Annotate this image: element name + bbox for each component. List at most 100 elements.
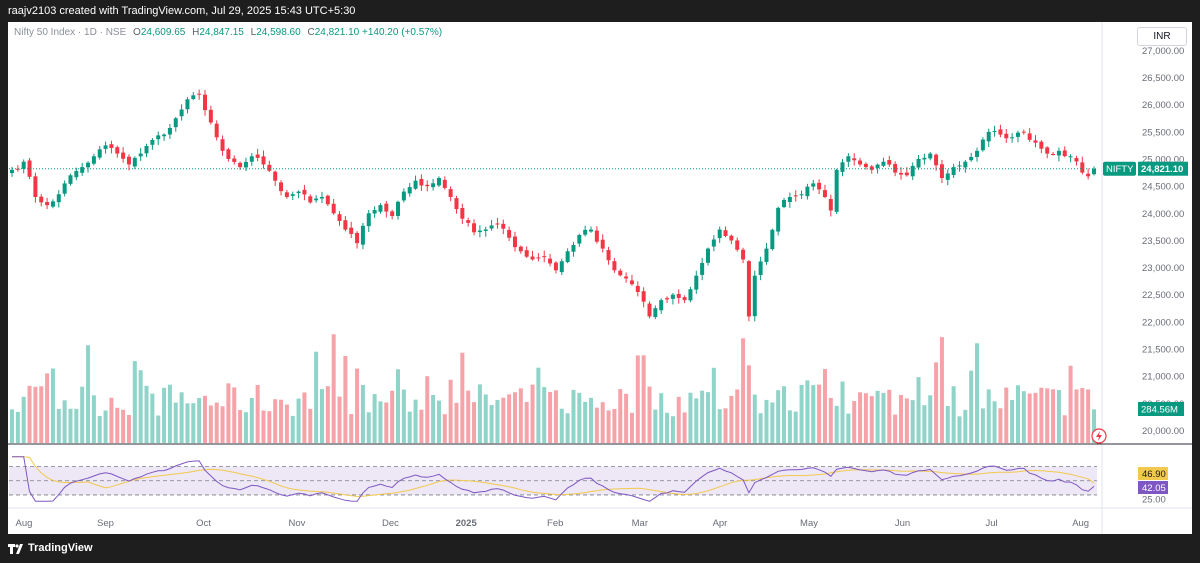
candle xyxy=(97,149,102,158)
candle xyxy=(735,240,740,250)
candle xyxy=(290,194,295,196)
volume-bar xyxy=(980,408,985,443)
volume-bar xyxy=(314,351,319,443)
candle xyxy=(489,225,494,229)
candle xyxy=(1062,150,1067,157)
volume-bar xyxy=(898,395,903,443)
candle xyxy=(360,225,365,245)
symbol-title[interactable]: Nifty 50 Index · 1D · NSE xyxy=(14,27,127,38)
candle xyxy=(776,207,781,232)
candle xyxy=(1051,154,1056,156)
currency-button[interactable]: INR xyxy=(1137,27,1187,46)
candle xyxy=(27,160,32,177)
volume-bar xyxy=(1015,385,1020,443)
volume-bar xyxy=(746,365,751,443)
volume-bar xyxy=(612,408,617,443)
candle xyxy=(314,198,319,201)
candle xyxy=(1010,137,1015,139)
volume-bar xyxy=(577,392,582,443)
tradingview-logo[interactable]: TradingView xyxy=(8,534,93,563)
volume-bar xyxy=(302,392,307,443)
volume-bar xyxy=(249,398,254,443)
candle xyxy=(384,203,389,212)
candle xyxy=(898,172,903,175)
candle xyxy=(91,156,96,164)
close-value: 24,821.10 xyxy=(314,27,360,38)
ticker-tag-bg xyxy=(1103,161,1136,176)
candle xyxy=(986,131,991,142)
volume-bar xyxy=(524,402,529,443)
volume-bar xyxy=(986,389,991,443)
volume-bar xyxy=(752,394,757,443)
volume-bar xyxy=(138,370,143,443)
volume-bar xyxy=(162,387,167,443)
candle xyxy=(226,149,231,159)
candle xyxy=(594,230,599,242)
candle xyxy=(647,303,652,317)
candle xyxy=(103,145,108,149)
candle xyxy=(407,187,412,194)
price-axis-label: 26,500.00 xyxy=(1142,73,1184,84)
candle xyxy=(717,229,722,239)
volume-bar xyxy=(512,392,517,443)
volume-bar xyxy=(764,399,769,443)
volume-bar xyxy=(1051,389,1056,443)
candle xyxy=(466,220,471,223)
volume-bar xyxy=(103,410,108,443)
open-value: 24,609.65 xyxy=(140,27,186,38)
candle xyxy=(208,109,213,123)
volume-bar xyxy=(290,415,295,443)
volume-bar xyxy=(366,412,371,443)
candle xyxy=(507,230,512,238)
candle xyxy=(501,223,506,229)
volume-bar xyxy=(279,399,284,443)
volume-bar xyxy=(840,381,845,443)
time-axis-label: Aug xyxy=(16,518,33,529)
volume-bar xyxy=(495,400,500,443)
volume-bar xyxy=(682,412,687,443)
volume-bar xyxy=(916,377,921,443)
volume-bar xyxy=(782,386,787,443)
candle xyxy=(565,251,570,263)
candle xyxy=(33,176,38,197)
candle xyxy=(115,147,120,154)
candle xyxy=(343,220,348,230)
candle xyxy=(828,198,833,211)
volume-bar xyxy=(635,355,640,443)
candle xyxy=(150,140,155,145)
volume-bar xyxy=(273,399,278,443)
candle xyxy=(495,223,500,225)
volume-bar xyxy=(10,409,14,443)
candle xyxy=(396,201,401,216)
tradingview-logo-icon xyxy=(8,543,23,554)
candle xyxy=(238,162,243,168)
volume-bar xyxy=(349,414,354,443)
candle xyxy=(62,183,67,194)
candle xyxy=(606,250,611,261)
volume-bar xyxy=(284,404,289,443)
volume-bar xyxy=(442,414,447,443)
volume-bar xyxy=(811,385,816,443)
volume-bar xyxy=(875,390,880,443)
candle xyxy=(559,261,564,273)
volume-bar xyxy=(939,337,944,443)
volume-bar xyxy=(618,389,623,443)
volume-bar xyxy=(770,402,775,443)
volume-bar xyxy=(600,402,605,443)
volume-bar xyxy=(705,392,710,443)
candle xyxy=(817,182,822,190)
candle xyxy=(840,162,845,172)
volume-bar xyxy=(951,386,956,443)
candle xyxy=(261,156,266,165)
volume-bar xyxy=(688,392,693,443)
volume-bar xyxy=(337,396,342,443)
candle xyxy=(1004,133,1009,139)
time-axis-label: Aug xyxy=(1072,518,1089,529)
candle xyxy=(600,239,605,249)
volume-bar xyxy=(1021,391,1026,443)
candle xyxy=(910,165,915,177)
candle xyxy=(694,275,699,290)
volume-bar xyxy=(179,392,184,443)
candle xyxy=(998,129,1003,135)
